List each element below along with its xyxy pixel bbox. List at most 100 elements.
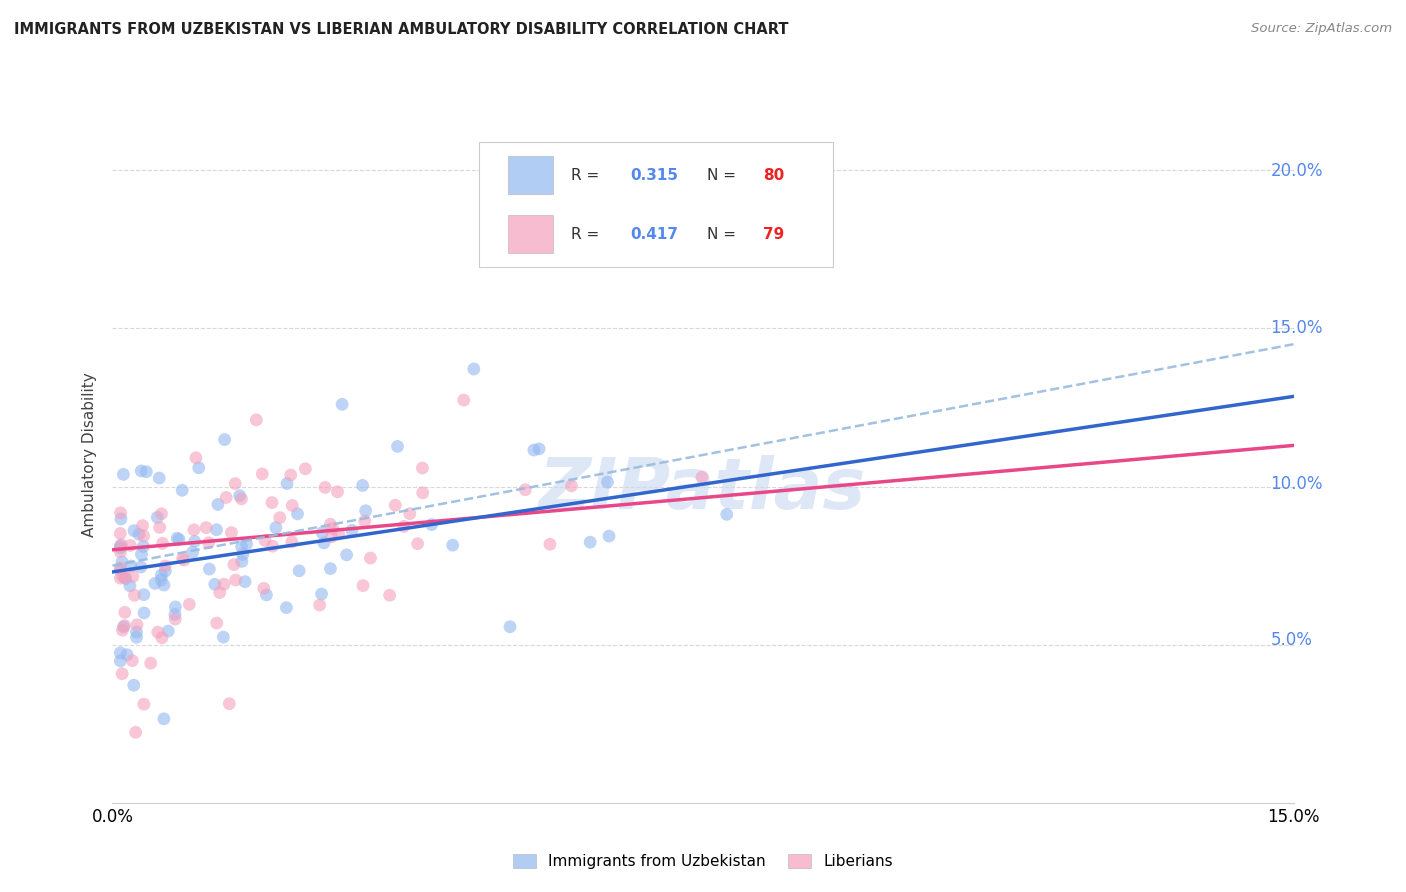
Point — [558, 437, 581, 451]
Point — [270, 485, 292, 500]
Point — [209, 501, 232, 516]
Point — [174, 613, 197, 627]
Point — [172, 535, 194, 549]
Point — [262, 492, 284, 507]
Point — [319, 505, 342, 519]
Point — [326, 472, 349, 486]
Text: R =: R = — [599, 167, 631, 182]
Text: ZIPatlas: ZIPatlas — [557, 450, 884, 519]
Text: N =: N = — [724, 226, 758, 240]
Point — [207, 618, 229, 632]
Point — [191, 459, 214, 474]
Point — [208, 515, 231, 529]
Point — [269, 428, 291, 442]
Point — [222, 606, 245, 620]
Point — [433, 514, 456, 528]
Point — [245, 456, 267, 470]
Point — [179, 640, 201, 655]
Point — [343, 457, 366, 471]
Point — [188, 522, 211, 536]
Point — [193, 524, 215, 538]
Point — [187, 611, 209, 625]
Point — [176, 612, 198, 626]
Point — [242, 446, 264, 460]
Point — [498, 359, 520, 373]
Point — [359, 520, 381, 534]
Point — [204, 570, 226, 584]
Point — [420, 582, 443, 596]
Point — [209, 566, 232, 581]
Point — [588, 474, 610, 488]
Point — [180, 573, 202, 587]
Point — [367, 524, 389, 539]
Point — [191, 554, 214, 568]
Point — [173, 532, 195, 546]
Point — [366, 512, 388, 526]
Point — [450, 457, 472, 471]
Point — [357, 581, 380, 595]
Point — [605, 530, 627, 544]
Point — [217, 617, 239, 632]
Point — [488, 389, 510, 403]
Point — [446, 531, 468, 545]
Point — [235, 591, 257, 605]
Point — [187, 618, 209, 632]
Point — [356, 591, 378, 606]
Point — [426, 493, 449, 508]
Point — [277, 551, 299, 566]
Point — [373, 522, 395, 536]
Point — [709, 466, 731, 480]
Point — [229, 545, 252, 559]
Point — [191, 541, 214, 556]
Point — [260, 517, 283, 532]
Point — [193, 533, 215, 548]
Point — [336, 558, 359, 572]
Point — [193, 513, 215, 527]
Point — [176, 565, 198, 579]
Point — [451, 481, 474, 495]
Point — [260, 609, 283, 624]
Point — [284, 549, 307, 563]
Text: 80: 80 — [776, 167, 797, 182]
Point — [621, 470, 644, 484]
Point — [174, 563, 197, 577]
Y-axis label: Ambulatory Disability: Ambulatory Disability — [82, 368, 97, 533]
Point — [259, 571, 281, 585]
Point — [330, 529, 353, 543]
Point — [478, 533, 501, 547]
Point — [315, 515, 337, 529]
FancyBboxPatch shape — [513, 141, 841, 265]
Point — [381, 542, 404, 557]
Point — [427, 435, 450, 450]
Point — [212, 572, 235, 586]
Point — [281, 483, 304, 498]
Point — [183, 564, 205, 578]
Point — [181, 553, 204, 567]
Point — [214, 553, 236, 567]
Point — [278, 472, 301, 486]
Point — [209, 562, 232, 576]
Point — [181, 533, 204, 547]
Point — [212, 704, 235, 718]
Point — [209, 624, 232, 638]
Point — [385, 517, 408, 532]
Point — [330, 493, 353, 508]
Point — [398, 499, 420, 513]
Point — [366, 556, 388, 570]
Point — [172, 565, 194, 579]
Point — [195, 460, 218, 475]
Point — [361, 475, 384, 490]
Point — [402, 545, 425, 559]
FancyBboxPatch shape — [541, 213, 582, 252]
Point — [360, 530, 382, 544]
Point — [304, 575, 326, 590]
Point — [263, 579, 285, 593]
Point — [254, 556, 277, 570]
Point — [568, 532, 591, 546]
Point — [184, 582, 207, 596]
Point — [226, 527, 249, 541]
Point — [177, 566, 200, 580]
Point — [458, 512, 481, 526]
Point — [731, 502, 754, 516]
Point — [194, 599, 217, 614]
